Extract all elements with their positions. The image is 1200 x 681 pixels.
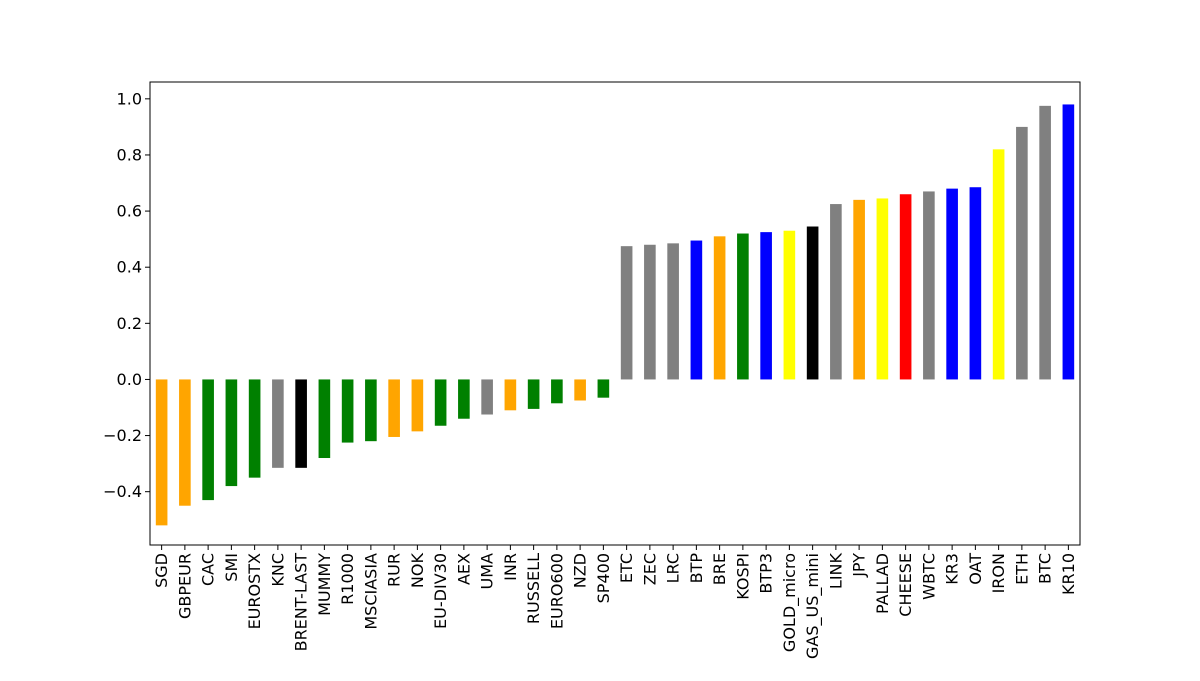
x-tick-label: INR bbox=[501, 553, 520, 581]
bar-rur bbox=[388, 379, 400, 437]
bar-btp bbox=[690, 240, 703, 380]
x-tick-label: BRENT-LAST bbox=[292, 553, 311, 652]
bar-eth bbox=[1016, 126, 1028, 380]
bar-eu-div30 bbox=[434, 379, 447, 426]
x-tick-label: R1000 bbox=[338, 553, 357, 605]
x-tick-label: KNC bbox=[268, 553, 287, 587]
bar-bre bbox=[713, 236, 726, 380]
bar-wbtc bbox=[923, 191, 935, 380]
x-tick-label: MSCIASIA bbox=[361, 553, 380, 630]
y-tick-label: 0.4 bbox=[117, 258, 142, 277]
x-tick-label: GOLD_micro bbox=[780, 553, 800, 652]
bar-sp400 bbox=[597, 379, 610, 398]
bar-mummy bbox=[318, 379, 331, 459]
bar-zec bbox=[644, 244, 656, 380]
bar-msciasia bbox=[365, 379, 377, 442]
x-tick-label: BTC bbox=[1036, 553, 1055, 584]
axes-frame bbox=[149, 81, 1081, 546]
x-tick-label: MUMMY bbox=[315, 553, 334, 616]
bar-aex bbox=[458, 379, 470, 419]
bar-eurostx bbox=[248, 379, 261, 478]
x-tick-label: ZEC bbox=[640, 553, 659, 585]
bar-iron bbox=[992, 149, 1005, 380]
bar-jpy bbox=[853, 199, 865, 380]
bar-link bbox=[830, 204, 842, 380]
x-tick-label: IRON bbox=[989, 553, 1008, 593]
bar-gas-us-mini bbox=[806, 226, 819, 380]
x-tick-label: PALLAD bbox=[873, 553, 892, 614]
bar-kr3 bbox=[946, 188, 958, 380]
x-tick-label: EUROSTX bbox=[245, 553, 264, 629]
x-tick-label: UMA bbox=[478, 553, 497, 590]
y-tick-label: −0.4 bbox=[103, 482, 142, 501]
bar-lrc bbox=[667, 243, 679, 380]
x-tick-label: OAT bbox=[966, 553, 985, 585]
bar-uma bbox=[481, 379, 493, 415]
x-tick-label: LRC bbox=[664, 553, 683, 583]
bars-group bbox=[155, 104, 1075, 526]
bar-knc bbox=[272, 379, 284, 468]
y-tick-label: 0.2 bbox=[117, 314, 142, 333]
bar-btp3 bbox=[760, 232, 772, 380]
x-tick-label: NOK bbox=[408, 553, 427, 589]
bar-nzd bbox=[574, 379, 586, 401]
x-tick-label: KOSPI bbox=[733, 553, 752, 600]
x-tick-label: BTP3 bbox=[757, 553, 776, 594]
x-tick-label: CAC bbox=[199, 553, 218, 586]
x-tick-label: EU-DIV30 bbox=[431, 553, 450, 629]
bar-nok bbox=[411, 379, 424, 432]
x-tick-label: JPY bbox=[850, 553, 869, 578]
bar-oat bbox=[969, 187, 982, 380]
x-tick-label: KR10 bbox=[1059, 553, 1078, 595]
y-tick-label: −0.2 bbox=[103, 426, 142, 445]
bar-russell bbox=[527, 379, 540, 409]
x-tick-label: NZD bbox=[571, 553, 590, 588]
x-tick-label: GBPEUR bbox=[175, 553, 194, 619]
bar-btc bbox=[1039, 105, 1051, 380]
bar-brent-last bbox=[295, 379, 307, 468]
x-tick-label: RUSSELL bbox=[524, 553, 543, 624]
x-tick-label: WBTC bbox=[919, 553, 938, 600]
bar-kospi bbox=[737, 233, 749, 380]
bar-cheese bbox=[899, 194, 912, 380]
x-tick-label: EURO600 bbox=[547, 553, 566, 629]
x-tick-label: ETC bbox=[617, 553, 636, 583]
x-tick-label: SMI bbox=[222, 553, 241, 582]
bar-euro600 bbox=[551, 379, 563, 404]
bar-r1000 bbox=[341, 379, 354, 443]
bar-etc bbox=[620, 246, 633, 380]
bar-pallad bbox=[876, 198, 889, 380]
y-axis: −0.4 −0.2 0.0 0.2 0.4 0.6 0.8 1.0 bbox=[103, 89, 150, 501]
y-tick-label: 0.6 bbox=[117, 202, 142, 221]
x-tick-label: KR3 bbox=[943, 553, 962, 585]
bar-gbpeur bbox=[179, 379, 191, 506]
bar-gold-micro bbox=[783, 230, 796, 380]
bar-smi bbox=[225, 379, 238, 487]
bar-inr bbox=[504, 379, 517, 411]
x-tick-label: SGD bbox=[152, 553, 171, 588]
bar-kr10 bbox=[1062, 104, 1075, 380]
x-tick-label: GAS_US_mini bbox=[803, 553, 823, 659]
bar-sgd bbox=[155, 379, 168, 526]
y-tick-label: 0.8 bbox=[117, 145, 142, 164]
bar-cac bbox=[202, 379, 214, 501]
x-tick-label: BTP bbox=[687, 553, 706, 584]
y-tick-label: 1.0 bbox=[117, 89, 142, 108]
x-tick-label: CHEESE bbox=[896, 553, 915, 617]
y-tick-label: 0.0 bbox=[117, 370, 142, 389]
x-axis: SGD GBPEUR CAC SMI EUROSTX KNC BRENT-LAST MUMMY… bbox=[152, 545, 1078, 659]
x-tick-label: SP400 bbox=[594, 553, 613, 603]
x-tick-label: RUR bbox=[385, 553, 404, 587]
x-tick-label: LINK bbox=[826, 552, 845, 589]
x-tick-label: ETH bbox=[1012, 553, 1031, 585]
x-tick-label: AEX bbox=[454, 553, 473, 585]
x-tick-label: BRE bbox=[710, 553, 729, 585]
